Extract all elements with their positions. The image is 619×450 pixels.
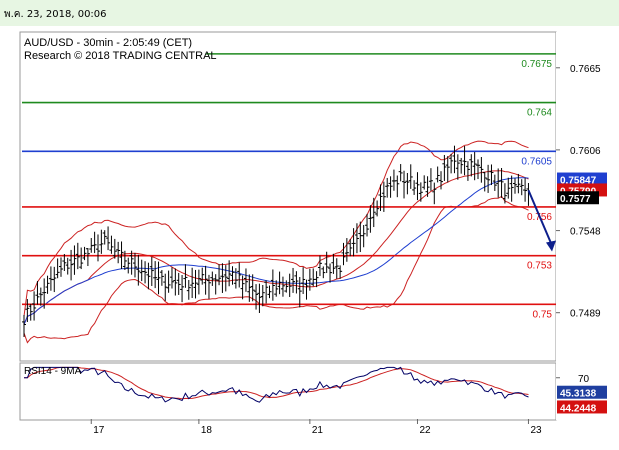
rsi-ma-line — [24, 366, 529, 400]
chart-title: AUD/USD - 30min - 2:05:49 (CET) — [24, 37, 192, 49]
y-tick-label: 0.7489 — [570, 309, 601, 320]
price-badge-last-bg — [557, 191, 599, 205]
y-tick-label: 0.7548 — [570, 227, 601, 238]
rsi-badge-text: 45.3138 — [560, 389, 597, 400]
level-label: 0.764 — [527, 108, 552, 119]
level-label: 0.75 — [533, 309, 553, 320]
x-tick-label: 23 — [530, 425, 542, 436]
projection-arrowhead — [546, 240, 556, 252]
rsi-line — [24, 366, 529, 403]
price-badge-last-text: 0.7577 — [560, 194, 591, 205]
x-tick-label: 17 — [93, 425, 105, 436]
level-label: 0.7675 — [521, 59, 552, 70]
chart-subtitle: Research © 2018 TRADING CENTRAL — [24, 50, 217, 62]
rsi-ma-badge-bg — [557, 400, 607, 414]
projection-arrow-line — [527, 189, 553, 246]
timestamp: พ.ค. 23, 2018, 00:06 — [4, 9, 107, 20]
x-tick-label: 18 — [201, 425, 213, 436]
rsi-ma-badge-text: 44.2448 — [560, 403, 597, 414]
y-axis-area — [556, 32, 619, 420]
y-tick-label: 0.7606 — [570, 146, 601, 157]
rsi-badge-bg — [557, 385, 607, 399]
level-label: 0.753 — [527, 261, 552, 272]
header-bar: พ.ค. 23, 2018, 00:06 — [0, 0, 619, 26]
price-badge-blue-bg — [557, 172, 607, 186]
x-tick-label: 21 — [312, 425, 324, 436]
level-label: 0.7605 — [521, 156, 552, 167]
rsi-title: RSI14 - 9MA — [24, 366, 82, 377]
y-tick-label: 0.7665 — [570, 64, 601, 75]
main-panel — [19, 31, 557, 362]
rsi-tick-label: 70 — [578, 374, 590, 385]
rsi-panel — [19, 362, 557, 421]
x-tick-label: 22 — [419, 425, 431, 436]
price-badge-blue-text: 0.75847 — [560, 176, 597, 187]
